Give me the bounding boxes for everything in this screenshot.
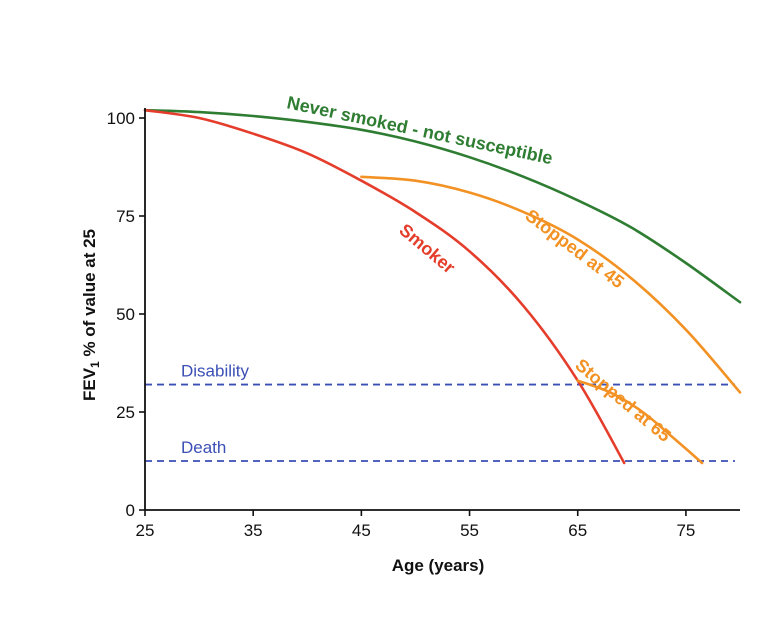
x-tick-label: 45 bbox=[352, 521, 371, 540]
curve-labels: Never smoked - not susceptible Smoker Stop… bbox=[285, 92, 675, 446]
x-tick-label: 35 bbox=[244, 521, 263, 540]
series-line-stopped-at-45 bbox=[360, 175, 742, 394]
reference-lines: Disability Death bbox=[145, 362, 735, 462]
y-tick-label: 0 bbox=[126, 501, 135, 520]
x-tick-label: 25 bbox=[136, 521, 155, 540]
series-label-smoker: Smoker bbox=[395, 220, 458, 278]
x-axis-title: Age (years) bbox=[392, 556, 485, 575]
y-axis-title-subscript: 1 bbox=[88, 361, 102, 368]
series-line-smoker bbox=[143, 108, 626, 465]
y-axis-title-main: FEV bbox=[80, 367, 99, 401]
series-line-stopped-at-65 bbox=[576, 379, 704, 465]
x-tick-label: 75 bbox=[676, 521, 695, 540]
y-tick-label: 100 bbox=[107, 109, 135, 128]
ref-label-death: Death bbox=[181, 438, 226, 457]
x-tick-label: 65 bbox=[568, 521, 587, 540]
series-lines bbox=[143, 108, 742, 465]
y-tick-label: 75 bbox=[116, 207, 135, 226]
y-axis-title-rest: % of value at 25 bbox=[80, 229, 99, 361]
y-tick-label: 50 bbox=[116, 305, 135, 324]
series-line-never-smoked-not-susceptible bbox=[143, 108, 742, 304]
series-label-never-smoked-not-susceptible: Never smoked - not susceptible bbox=[285, 92, 554, 168]
series-label-stopped-at-65: Stopped at 65 bbox=[571, 355, 674, 446]
ref-label-disability: Disability bbox=[181, 362, 250, 381]
y-tick-label: 25 bbox=[116, 403, 135, 422]
y-axis-title: FEV1 % of value at 25 bbox=[80, 229, 102, 401]
x-tick-label: 55 bbox=[460, 521, 479, 540]
